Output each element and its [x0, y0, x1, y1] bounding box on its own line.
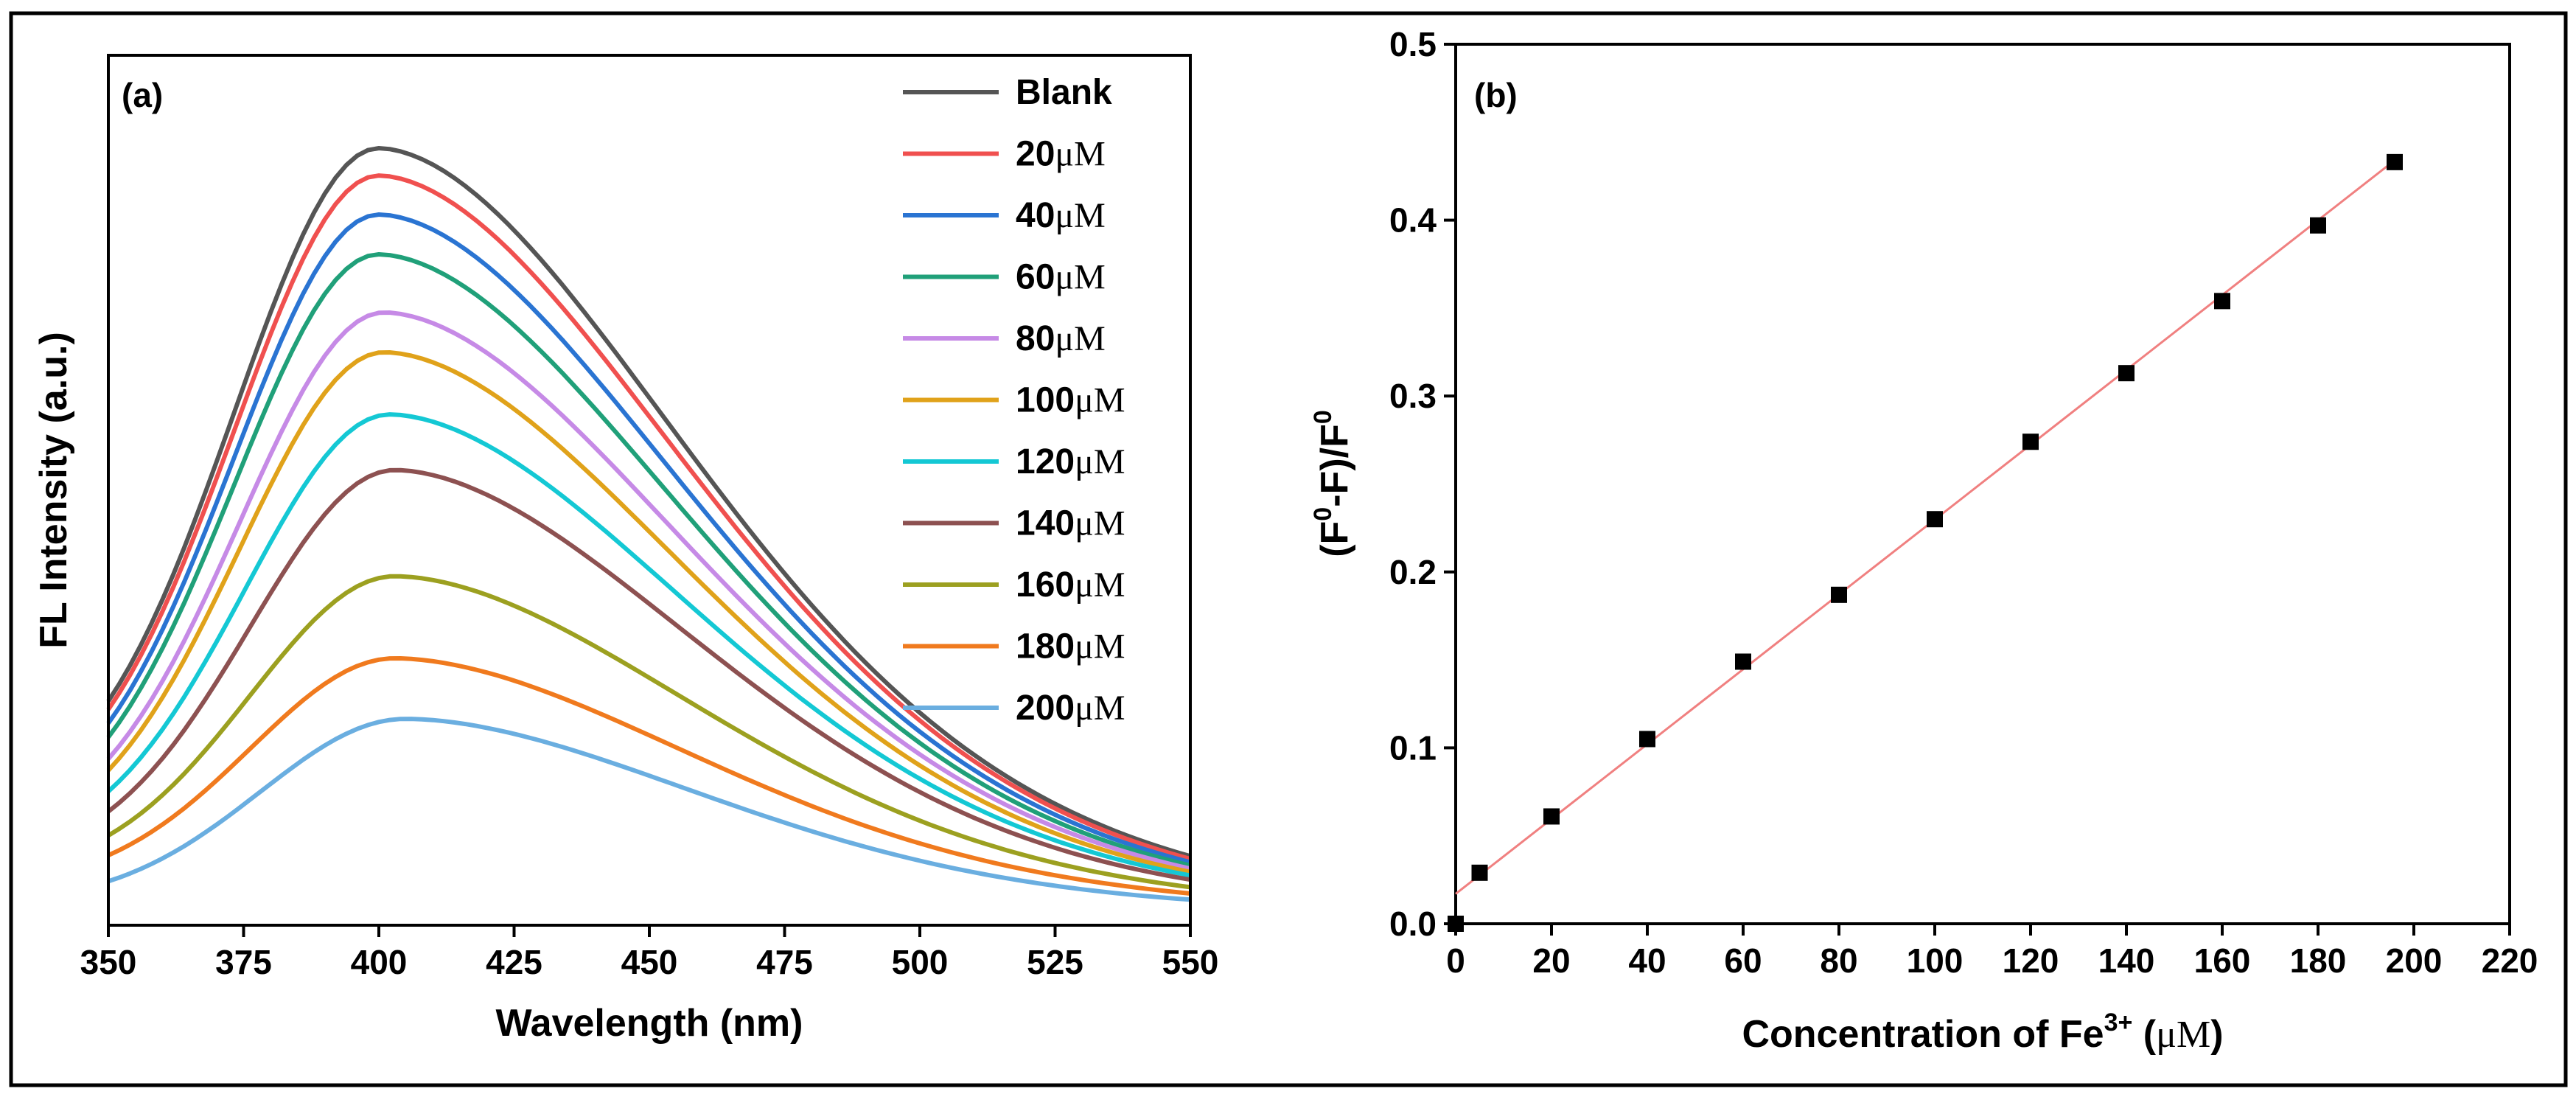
panel-a-x-tick-label: 525 [1027, 943, 1083, 981]
data-point [2214, 293, 2230, 310]
x-title-main: Concentration of Fe [1742, 1013, 2104, 1056]
data-point [2387, 153, 2403, 170]
legend-label-1: 20μM [1016, 135, 1106, 174]
legend-label-10: 200μM [1016, 689, 1125, 728]
x-title-unit: μM [2156, 1014, 2210, 1056]
panel-b-x-tick-label: 200 [2386, 941, 2443, 980]
panel-a-x-tick-label: 475 [756, 943, 813, 981]
series-line-5 [106, 350, 1191, 874]
panel-b-y-tick-label: 0.1 [1389, 728, 1437, 767]
panel-a-x-axis-title: Wavelength (nm) [496, 1002, 803, 1045]
panel-a-x-tick-label: 375 [215, 943, 272, 981]
spectra-curves [106, 146, 1191, 902]
legend-label-3: 60μM [1016, 258, 1106, 297]
series-line-3 [106, 252, 1191, 868]
panel-b-y-tick-label: 0.2 [1389, 553, 1437, 591]
legend-label-9: 180μM [1016, 627, 1125, 666]
data-point [2118, 365, 2135, 382]
panel-b-label: (b) [1474, 76, 1518, 114]
series-line-6 [106, 412, 1191, 878]
legend: Blank 20μM 40μM 60μM 80μM 100μM 120μM 140μM 160μ… [903, 73, 1125, 728]
legend-label-4: 80μM [1016, 319, 1106, 358]
panel-b-x-tick-label: 120 [2003, 941, 2059, 980]
series-line-8 [107, 574, 1191, 890]
legend-label-0: Blank [1016, 73, 1112, 112]
x-title-paren: ( [2132, 1013, 2156, 1056]
data-point [2022, 433, 2039, 450]
x-title-close: ) [2210, 1013, 2223, 1056]
data-point [1639, 731, 1655, 748]
panel-b-x-tick-label: 100 [1907, 941, 1964, 980]
y-title-mid: -F)/F [1313, 424, 1356, 507]
panel-a-x-ticks: 350 375 400 425 450 475 500 525 550 [80, 925, 1219, 981]
panel-b-y-ticks: 0.0 0.1 0.2 0.3 0.4 0.5 [1389, 25, 1456, 943]
panel-a-x-tick-label: 550 [1162, 943, 1219, 981]
series-line-10 [108, 717, 1191, 902]
data-point [1735, 653, 1751, 670]
panel-b-x-tick-label: 160 [2194, 941, 2251, 980]
panel-b-x-tick-label: 180 [2290, 941, 2347, 980]
series-line-7 [107, 467, 1191, 882]
panel-a-x-tick-label: 425 [486, 943, 542, 981]
panel-b-y-tick-label: 0.3 [1389, 377, 1437, 415]
data-point [2310, 217, 2326, 234]
data-points [1448, 153, 2403, 932]
series-line-9 [107, 656, 1191, 896]
panel-b-y-axis-title: (F0-F)/F0 [1309, 410, 1356, 557]
panel-b-x-tick-label: 0 [1446, 941, 1465, 980]
panel-b-x-tick-label: 60 [1724, 941, 1762, 980]
panel-b-y-tick-label: 0.4 [1389, 201, 1437, 240]
panel-a-x-tick-label: 450 [621, 943, 678, 981]
series-line-0 [106, 146, 1191, 859]
panel-a-x-tick-label: 350 [80, 943, 137, 981]
panel-b-x-tick-label: 140 [2098, 941, 2155, 980]
fit-line [1455, 159, 2395, 895]
series-line-4 [106, 310, 1191, 871]
panel-b-x-tick-label: 20 [1532, 941, 1570, 980]
panel-a-y-axis-title: FL Intensity (a.u.) [32, 332, 75, 649]
panel-a-x-tick-label: 500 [892, 943, 949, 981]
legend-label-6: 120μM [1016, 442, 1125, 481]
panel-a-spectra: 350 375 400 425 450 475 500 525 550 Blank 20μM 40μ… [32, 54, 1219, 1045]
panel-a-label: (a) [122, 76, 163, 114]
y-title-sup2: 0 [1309, 410, 1337, 424]
legend-label-2: 40μM [1016, 196, 1106, 235]
x-title-sup: 3+ [2104, 1009, 2133, 1037]
series-line-2 [106, 212, 1191, 865]
panel-b-x-tick-label: 40 [1628, 941, 1666, 980]
panel-b-axes-box [1454, 43, 2511, 925]
legend-label-7: 140μM [1016, 504, 1125, 543]
y-title-sup1: 0 [1309, 507, 1337, 521]
data-point [1471, 864, 1488, 881]
panel-b-x-tick-label: 220 [2482, 941, 2538, 980]
panel-b-y-tick-label: 0.5 [1389, 25, 1437, 63]
panel-b-x-tick-label: 80 [1820, 941, 1857, 980]
legend-label-5: 100μM [1016, 381, 1125, 420]
panel-b-x-ticks: 0 20 40 60 80 100 120 140 160 180 200 220 [1446, 924, 2538, 980]
y-title-open: (F [1313, 521, 1356, 557]
panel-a-x-tick-label: 400 [351, 943, 408, 981]
data-point [1831, 586, 1847, 603]
fit-line-group [1455, 159, 2395, 895]
panel-b-calibration: 0 20 40 60 80 100 120 140 160 180 200 220 0.0 0.1 0.2… [1309, 25, 2538, 1056]
legend-label-8: 160μM [1016, 565, 1125, 605]
panel-b-x-axis-title: Concentration of Fe3+ (μM) [1742, 1009, 2223, 1056]
series-line-1 [106, 173, 1191, 861]
panel-b-y-tick-label: 0.0 [1389, 905, 1437, 943]
data-point [1927, 511, 1943, 528]
data-point [1543, 808, 1560, 825]
